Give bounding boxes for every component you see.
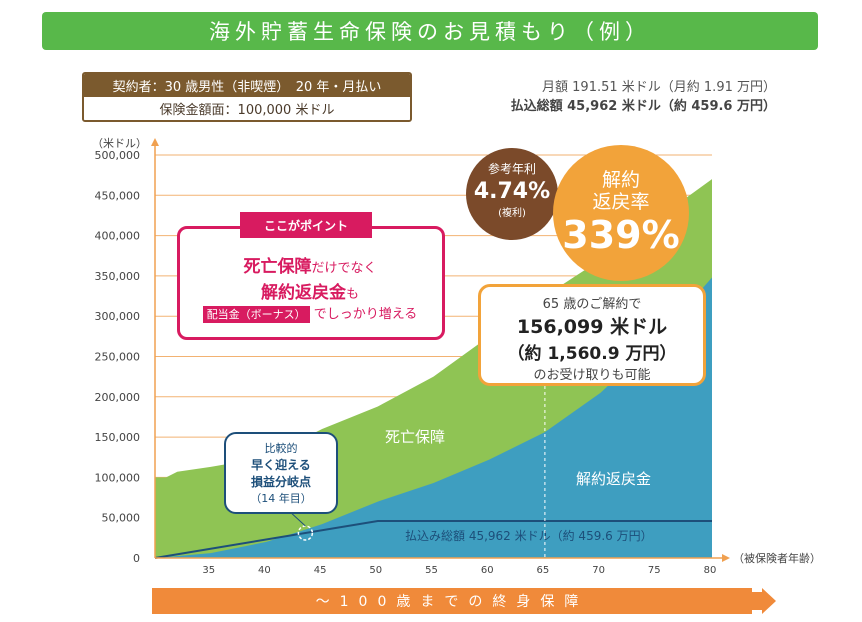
refund-rate-badge: 解約 返戻率 339% <box>553 145 689 281</box>
refund-line-3: （約 1,560.9 万円） <box>507 344 677 364</box>
point-line-3: 配当金（ボーナス） でしっかり増える <box>190 303 430 323</box>
refund-callout: 65 歳のご解約で 156,099 米ドル （約 1,560.9 万円） のお受… <box>478 284 706 386</box>
y-tick-label: 100,000 <box>95 471 141 484</box>
point-text-1: だけでなく <box>311 261 377 276</box>
x-tick-label: 50 <box>369 565 382 576</box>
line-total-premium <box>154 519 712 559</box>
x-axis-arrow <box>722 554 730 562</box>
refund-line-2: 156,099 米ドル <box>516 316 668 338</box>
x-tick-label: 45 <box>314 565 327 576</box>
series-label-total: 払込み総額 45,962 米ドル（約 459.6 万円） <box>405 528 653 543</box>
y-tick-label: 300,000 <box>95 310 141 323</box>
point-text-3: でしっかり増える <box>313 307 418 322</box>
total-premium: 払込総額 45,962 米ドル（約 459.6 万円） <box>510 99 776 114</box>
arrow-right-icon <box>750 588 776 614</box>
x-tick-label: 65 <box>537 565 550 576</box>
y-tick-label: 0 <box>133 552 140 565</box>
refund-rate-label-2: 返戻率 <box>592 191 650 213</box>
x-axis-label: （被保険者年齢） <box>733 551 821 565</box>
point-line-2: 解約返戻金も <box>190 278 430 303</box>
breakeven-line-2: 早く迎える <box>251 458 311 472</box>
x-tick-label: 60 <box>481 565 494 576</box>
y-tick-label: 350,000 <box>95 270 141 283</box>
y-axis-arrow <box>151 138 159 146</box>
refund-rate-label-1: 解約 <box>601 169 640 191</box>
x-tick-label: 70 <box>592 565 605 576</box>
breakeven-line-3: 損益分岐点 <box>250 475 311 489</box>
point-text-2: も <box>345 287 359 302</box>
refund-rate-value: 339% <box>562 213 680 257</box>
series-label-refund: 解約返戻金 <box>576 470 651 488</box>
dividend-tag: 配当金（ボーナス） <box>202 306 310 323</box>
y-tick-label: 400,000 <box>95 230 141 243</box>
x-tick-label: 40 <box>258 565 271 576</box>
x-tick-label: 75 <box>648 565 661 576</box>
x-tick-label: 35 <box>202 565 215 576</box>
contract-line-2: 保険金額面：100,000 米ドル <box>84 97 410 120</box>
rate-note: (複利) <box>498 208 526 219</box>
point-death-benefit: 死亡保障 <box>243 257 312 277</box>
point-tag: ここがポイント <box>240 212 372 238</box>
point-line-1: 死亡保障だけでなく <box>190 252 430 277</box>
point-surrender-value: 解約返戻金 <box>260 283 346 303</box>
y-tick-label: 250,000 <box>95 351 141 364</box>
y-axis-label: （米ドル） <box>92 137 147 150</box>
refund-line-1: 65 歳のご解約で <box>542 297 642 312</box>
rate-label: 参考年利 <box>487 162 536 176</box>
contract-info: 契約者：30 歳男性（非喫煙） 20 年・月払い 保険金額面：100,000 米… <box>82 72 412 122</box>
rate-value: 4.74% <box>473 179 551 204</box>
breakeven-line-1: 比較的 <box>264 442 298 455</box>
y-tick-label: 450,000 <box>95 189 141 202</box>
x-tick-label: 55 <box>425 565 438 576</box>
x-tick-label: 80 <box>704 565 717 576</box>
breakeven-line-4: （14 年目） <box>250 492 312 505</box>
monthly-premium: 月額 191.51 米ドル（月約 1.91 万円） <box>542 80 776 95</box>
axes: 0 50,000 100,000 150,000 200,000 250,000 300,0… <box>92 137 821 576</box>
contract-line-1: 契約者：30 歳男性（非喫煙） 20 年・月払い <box>84 74 410 97</box>
page-title: 海外貯蓄生命保険のお見積もり（例） <box>42 12 818 50</box>
y-tick-label: 150,000 <box>95 431 141 444</box>
y-tick-label: 500,000 <box>95 149 141 162</box>
y-tick-label: 200,000 <box>95 391 141 404</box>
area-surrender-value <box>155 277 712 558</box>
breakeven-callout: 比較的 早く迎える 損益分岐点 （14 年目） <box>224 432 338 514</box>
series-label-death: 死亡保障 <box>385 428 445 446</box>
lifetime-coverage-bar: ～100歳までの終身保障 <box>152 588 752 614</box>
annual-rate-badge: 参考年利 4.74% (複利) <box>466 148 558 240</box>
refund-line-4: のお受け取りも可能 <box>533 368 651 383</box>
y-tick-label: 50,000 <box>102 512 141 525</box>
